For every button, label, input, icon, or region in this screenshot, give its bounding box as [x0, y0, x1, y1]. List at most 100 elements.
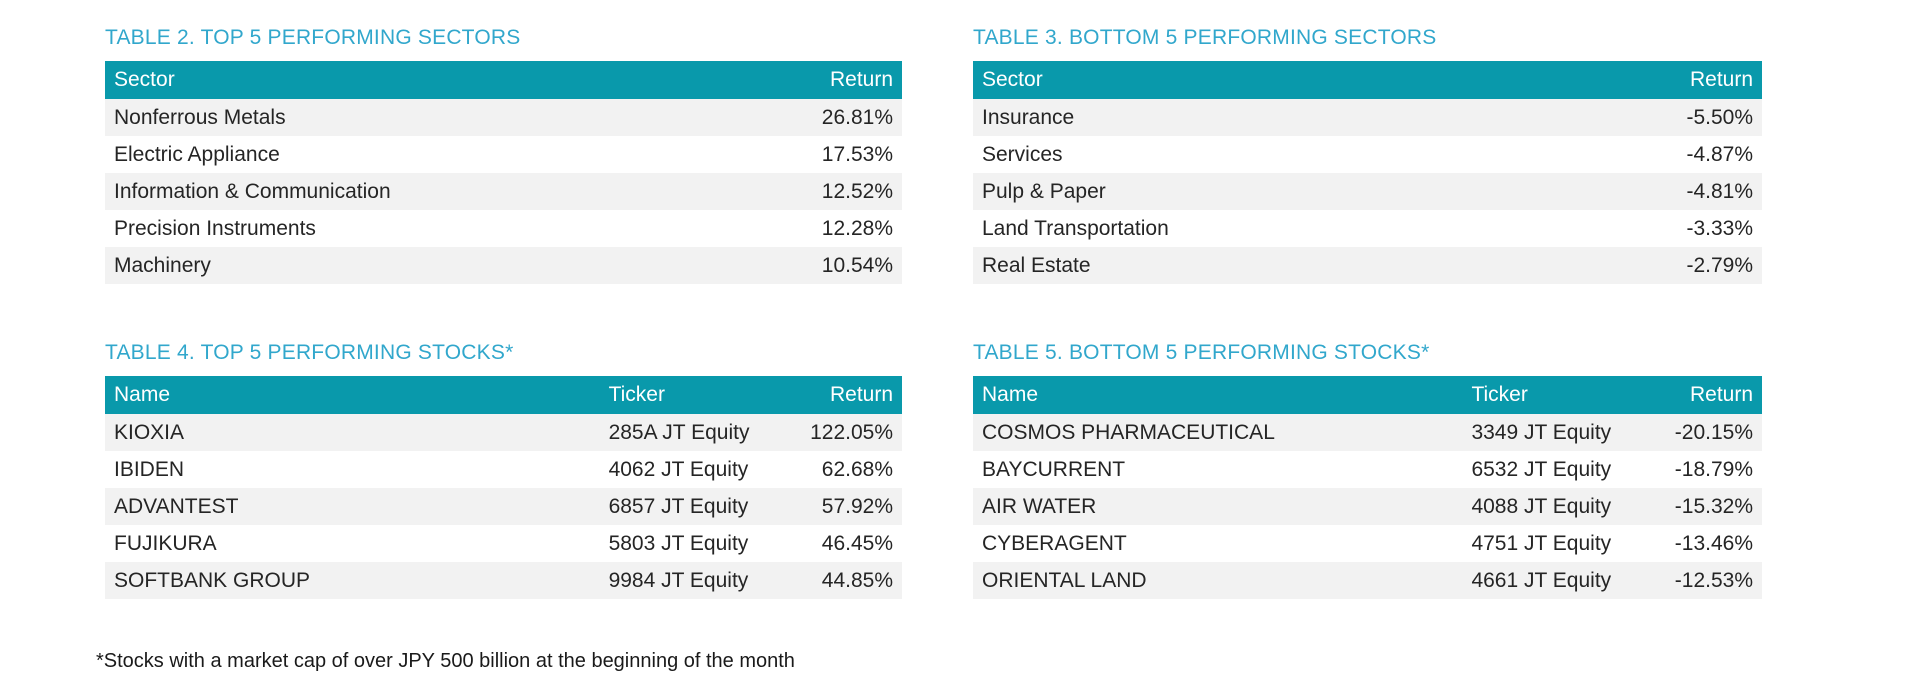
- cell-return: 44.85%: [821, 568, 893, 592]
- cell-return: -18.79%: [1674, 457, 1753, 481]
- cell-name: BAYCURRENT: [982, 457, 1126, 481]
- cell-ticker: 6857 JT Equity: [608, 494, 749, 518]
- cell-return: 62.68%: [821, 457, 893, 481]
- table-row: COSMOS PHARMACEUTICAL 3349 JT Equity -20.1…: [973, 414, 1762, 451]
- table-5-header-row: Name Ticker Return: [973, 376, 1762, 414]
- table-2-body: Nonferrous Metals 26.81% Electric Applianc…: [105, 99, 902, 284]
- cell-return: -13.46%: [1674, 531, 1753, 555]
- table-2-header-row: Sector Return: [105, 61, 902, 99]
- cell-name: ORIENTAL LAND: [982, 568, 1147, 592]
- column-header-sector: Sector: [973, 61, 1587, 99]
- cell-name: KIOXIA: [114, 420, 185, 444]
- column-header-name: Name: [973, 376, 1463, 414]
- cell-name: FUJIKURA: [114, 531, 217, 555]
- table-3-bottom-sectors: TABLE 3. BOTTOM 5 PERFORMING SECTORS Sec…: [973, 26, 1762, 284]
- column-header-ticker: Ticker: [599, 376, 774, 414]
- cell-return: 26.81%: [821, 105, 893, 129]
- table-5-body: COSMOS PHARMACEUTICAL 3349 JT Equity -20.1…: [973, 414, 1762, 599]
- cell-sector: Pulp & Paper: [982, 179, 1106, 203]
- cell-return: 17.53%: [821, 142, 893, 166]
- cell-return: 122.05%: [810, 420, 893, 444]
- cell-sector: Services: [982, 142, 1063, 166]
- cell-return: 46.45%: [821, 531, 893, 555]
- cell-name: AIR WATER: [982, 494, 1097, 518]
- cell-return: 12.52%: [821, 179, 893, 203]
- cell-return: 12.28%: [821, 216, 893, 240]
- cell-ticker: 4661 JT Equity: [1471, 568, 1612, 592]
- table-row: Electric Appliance 17.53%: [105, 136, 902, 173]
- table-4-top-stocks: TABLE 4. TOP 5 PERFORMING STOCKS* Name T…: [105, 341, 902, 599]
- cell-return: 10.54%: [821, 253, 893, 277]
- table-2: Sector Return Nonferrous Metals 26.81% Ele…: [105, 61, 902, 284]
- cell-sector: Land Transportation: [982, 216, 1169, 240]
- table-4-body: KIOXIA 285A JT Equity 122.05% IBIDEN 4062 JT…: [105, 414, 902, 599]
- column-header-sector: Sector: [105, 61, 725, 99]
- table-row: SOFTBANK GROUP 9984 JT Equity 44.85%: [105, 562, 902, 599]
- cell-return: -5.50%: [1686, 105, 1753, 129]
- cell-name: COSMOS PHARMACEUTICAL: [982, 420, 1275, 444]
- cell-ticker: 4062 JT Equity: [608, 457, 749, 481]
- table-row: Real Estate -2.79%: [973, 247, 1762, 284]
- table-row: Precision Instruments 12.28%: [105, 210, 902, 247]
- column-header-return: Return: [1634, 376, 1762, 414]
- cell-sector: Nonferrous Metals: [114, 105, 286, 129]
- table-2-title: TABLE 2. TOP 5 PERFORMING SECTORS: [105, 26, 521, 49]
- cell-ticker: 4088 JT Equity: [1471, 494, 1612, 518]
- table-3-title: TABLE 3. BOTTOM 5 PERFORMING SECTORS: [973, 26, 1437, 49]
- cell-name: IBIDEN: [114, 457, 185, 481]
- table-row: Information & Communication 12.52%: [105, 173, 902, 210]
- cell-return: 57.92%: [821, 494, 893, 518]
- market-cap-footnote: *Stocks with a market cap of over JPY 50…: [96, 650, 795, 672]
- cell-sector: Insurance: [982, 105, 1075, 129]
- table-row: ORIENTAL LAND 4661 JT Equity -12.53%: [973, 562, 1762, 599]
- table-3-body: Insurance -5.50% Services -4.87% Pulp & Pape…: [973, 99, 1762, 284]
- cell-return: -3.33%: [1686, 216, 1753, 240]
- table-row: Insurance -5.50%: [973, 99, 1762, 136]
- cell-sector: Information & Communication: [114, 179, 391, 203]
- table-row: Nonferrous Metals 26.81%: [105, 99, 902, 136]
- cell-return: -12.53%: [1674, 568, 1753, 592]
- table-4-title: TABLE 4. TOP 5 PERFORMING STOCKS*: [105, 341, 514, 364]
- cell-sector: Electric Appliance: [114, 142, 280, 166]
- table-3: Sector Return Insurance -5.50% Services -4.…: [973, 61, 1762, 284]
- column-header-return: Return: [724, 61, 902, 99]
- table-2-top-sectors: TABLE 2. TOP 5 PERFORMING SECTORS Sector…: [105, 26, 902, 284]
- cell-ticker: 3349 JT Equity: [1471, 420, 1612, 444]
- cell-sector: Precision Instruments: [114, 216, 316, 240]
- column-header-return: Return: [773, 376, 902, 414]
- table-5-title: TABLE 5. BOTTOM 5 PERFORMING STOCKS*: [973, 341, 1430, 364]
- cell-ticker: 9984 JT Equity: [608, 568, 749, 592]
- table-row: AIR WATER 4088 JT Equity -15.32%: [973, 488, 1762, 525]
- table-5-bottom-stocks: TABLE 5. BOTTOM 5 PERFORMING STOCKS* Nam…: [973, 341, 1762, 599]
- cell-name: CYBERAGENT: [982, 531, 1127, 555]
- cell-ticker: 4751 JT Equity: [1471, 531, 1612, 555]
- table-row: Land Transportation -3.33%: [973, 210, 1762, 247]
- table-row: BAYCURRENT 6532 JT Equity -18.79%: [973, 451, 1762, 488]
- table-row: Machinery 10.54%: [105, 247, 902, 284]
- column-header-name: Name: [105, 376, 600, 414]
- table-row: FUJIKURA 5803 JT Equity 46.45%: [105, 525, 902, 562]
- cell-return: -15.32%: [1674, 494, 1753, 518]
- table-row: Services -4.87%: [973, 136, 1762, 173]
- table-3-header-row: Sector Return: [973, 61, 1762, 99]
- column-header-ticker: Ticker: [1462, 376, 1635, 414]
- column-header-return: Return: [1586, 61, 1762, 99]
- cell-sector: Machinery: [114, 253, 211, 277]
- table-row: ADVANTEST 6857 JT Equity 57.92%: [105, 488, 902, 525]
- cell-name: ADVANTEST: [114, 494, 239, 518]
- cell-ticker: 5803 JT Equity: [608, 531, 749, 555]
- cell-ticker: 6532 JT Equity: [1471, 457, 1612, 481]
- cell-name: SOFTBANK GROUP: [114, 568, 311, 592]
- table-4: Name Ticker Return KIOXIA 285A JT Equity 1…: [105, 376, 902, 599]
- table-row: KIOXIA 285A JT Equity 122.05%: [105, 414, 902, 451]
- table-row: IBIDEN 4062 JT Equity 62.68%: [105, 451, 902, 488]
- table-5: Name Ticker Return COSMOS PHARMACEUTICAL…: [973, 376, 1762, 599]
- cell-return: -4.81%: [1686, 179, 1753, 203]
- table-row: Pulp & Paper -4.81%: [973, 173, 1762, 210]
- table-4-header-row: Name Ticker Return: [105, 376, 902, 414]
- cell-ticker: 285A JT Equity: [608, 420, 750, 444]
- cell-sector: Real Estate: [982, 253, 1091, 277]
- cell-return: -2.79%: [1686, 253, 1753, 277]
- cell-return: -20.15%: [1674, 420, 1753, 444]
